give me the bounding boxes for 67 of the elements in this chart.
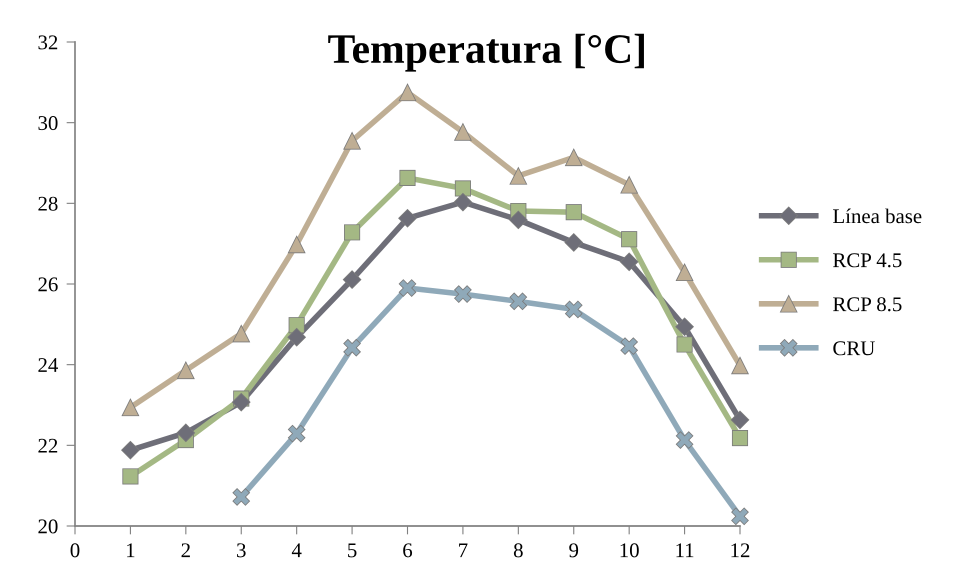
point — [454, 180, 471, 196]
point — [620, 337, 638, 355]
point — [232, 488, 250, 506]
legend-label: RCP 4.5 — [833, 253, 902, 268]
legend-label: CRU — [833, 341, 875, 356]
y-tick-label: 22 — [38, 438, 58, 453]
y-tick-label: 24 — [38, 358, 58, 372]
x-tick-label: 12 — [731, 543, 750, 558]
point — [232, 392, 251, 412]
legend-label: RCP 8.5 — [833, 297, 902, 312]
point — [344, 224, 360, 240]
point — [176, 424, 196, 442]
x-tick-label: 5 — [348, 543, 356, 558]
point — [509, 210, 528, 230]
y-tick-label: 32 — [38, 35, 58, 50]
x-tick-label: 4 — [292, 543, 302, 558]
y-tick-label: 20 — [38, 519, 58, 534]
point — [232, 324, 250, 342]
point — [454, 123, 472, 141]
point — [122, 398, 140, 416]
legend-label: Línea base — [833, 208, 922, 224]
x-tick-label: 2 — [182, 543, 190, 558]
x-tick-label: 7 — [459, 543, 468, 558]
point — [398, 209, 417, 228]
point — [121, 440, 140, 460]
point — [343, 132, 361, 150]
point — [288, 236, 306, 254]
point — [675, 317, 694, 336]
point — [398, 84, 416, 102]
point — [342, 270, 362, 289]
point — [621, 231, 638, 248]
y-tick-label: 30 — [38, 116, 58, 130]
x-tick-label: 11 — [676, 543, 694, 558]
point — [732, 430, 748, 446]
point — [287, 328, 306, 346]
point — [398, 279, 416, 297]
x-tick-label: 9 — [569, 543, 578, 558]
point — [564, 300, 583, 318]
x-tick-label: 0 — [70, 543, 80, 558]
point — [399, 170, 416, 186]
point — [730, 410, 750, 430]
point — [620, 252, 638, 272]
point — [676, 431, 694, 449]
x-tick-label: 3 — [237, 543, 246, 558]
point — [510, 292, 528, 310]
point — [454, 192, 472, 212]
point — [566, 204, 582, 220]
chart-title: Temperatura [°C] — [328, 34, 644, 72]
point — [343, 338, 361, 356]
y-tick-label: 26 — [38, 277, 58, 292]
x-tick-label: 8 — [514, 543, 523, 558]
y-tick-label: 28 — [38, 196, 58, 211]
point — [564, 233, 584, 252]
point — [731, 356, 749, 374]
x-tick-label: 10 — [620, 543, 639, 558]
point — [122, 468, 138, 484]
point — [676, 336, 693, 353]
x-tick-label: 6 — [403, 543, 412, 558]
point — [676, 264, 694, 282]
point — [177, 362, 195, 380]
point — [731, 508, 749, 526]
point — [564, 148, 583, 166]
x-tick-label: 1 — [127, 543, 134, 558]
point — [288, 424, 306, 442]
point — [510, 167, 528, 185]
point — [454, 285, 472, 303]
point — [620, 176, 638, 194]
